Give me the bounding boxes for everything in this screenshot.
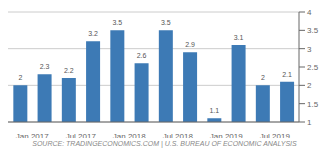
svg-text:3.2: 3.2 [88,30,98,37]
svg-text:2.3: 2.3 [40,63,50,70]
svg-text:2: 2 [18,74,22,81]
svg-text:3.5: 3.5 [307,26,319,35]
svg-text:Jan 2017: Jan 2017 [16,132,49,138]
svg-text:3.5: 3.5 [161,19,171,26]
svg-text:2: 2 [307,81,312,90]
html-text:SOURCE: TRADINGECONOMICS.COM |: SOURCE: TRADINGECONOMICS.COM | U.S. BURE… [32,140,297,147]
svg-text:Jul 2018: Jul 2018 [163,132,194,138]
svg-text:Jan 2018: Jan 2018 [113,132,146,138]
svg-text:2.1: 2.1 [282,71,292,78]
svg-text:3.1: 3.1 [234,34,244,41]
svg-text:2.2: 2.2 [64,67,74,74]
svg-text:2.5: 2.5 [307,63,319,72]
svg-text:4: 4 [307,8,312,17]
svg-text:1.5: 1.5 [307,100,319,109]
svg-text:1.1: 1.1 [209,107,219,114]
svg-text:2: 2 [261,74,265,81]
svg-text:Jan 2019: Jan 2019 [210,132,243,138]
svg-text:2.6: 2.6 [137,52,147,59]
svg-text:3.5: 3.5 [112,19,122,26]
svg-text:Jul 2019: Jul 2019 [260,132,291,138]
svg-text:3: 3 [307,45,312,54]
svg-text:2.9: 2.9 [185,41,195,48]
svg-text:Jul 2017: Jul 2017 [66,132,97,138]
svg-text:1: 1 [307,118,312,127]
